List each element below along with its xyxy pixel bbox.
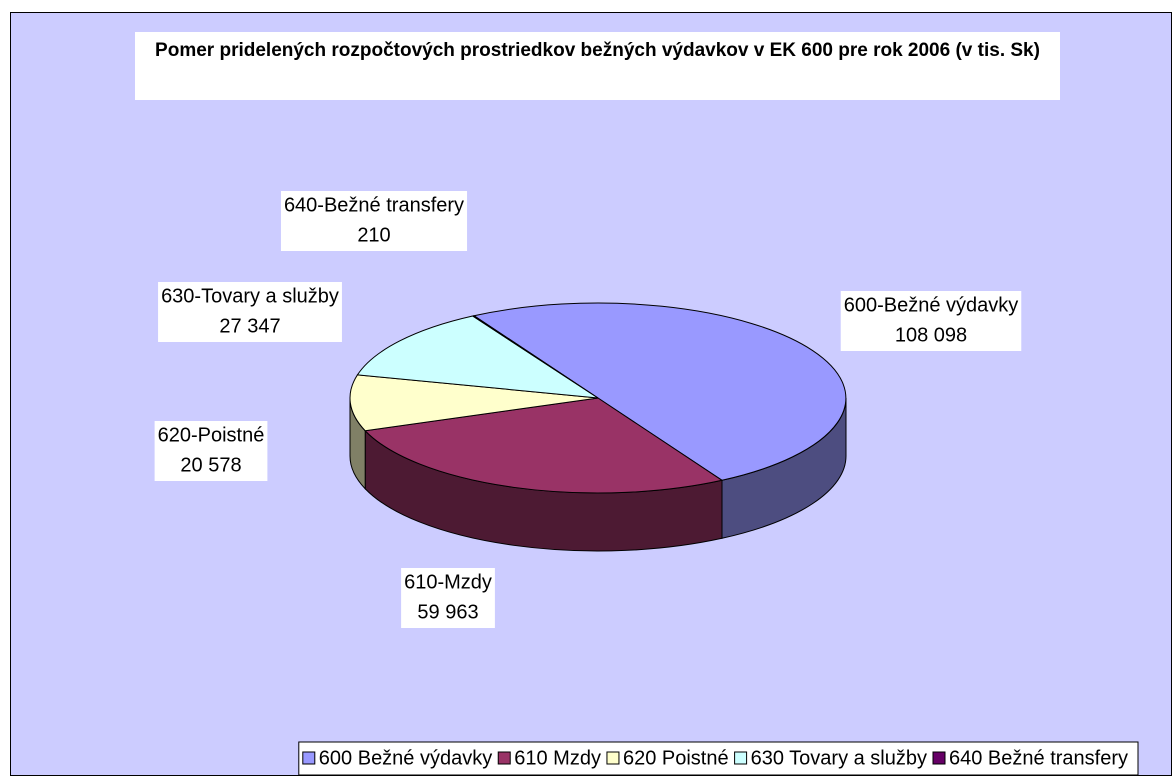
legend-swatch [734, 751, 748, 765]
slice [364, 397, 724, 494]
data-label-name: 610-Mzdy [404, 571, 492, 593]
legend-label: 630 Tovary a služby [751, 747, 927, 769]
legend-label: 610 Mzdy [514, 747, 601, 769]
data-label-box [158, 282, 342, 342]
data-label-name: 620-Poistné [158, 424, 265, 446]
legend-swatch [932, 751, 946, 765]
data-label-box [840, 291, 1022, 351]
data-label-box [401, 568, 495, 628]
data-label-value: 27 347 [219, 315, 280, 337]
data-label: 630-Tovary a služby 27 347 [158, 282, 342, 342]
legend: 600 Bežné výdavky 610 Mzdy 620 Poistné 630 … [298, 741, 1139, 776]
data-label-value: 108 098 [895, 324, 967, 346]
data-label-box [154, 421, 268, 481]
slice [471, 315, 599, 399]
data-label-value: 59 963 [417, 601, 478, 623]
data-label: 620-Poistné 20 578 [154, 421, 268, 481]
legend-box [298, 741, 1139, 776]
legend-swatch [606, 751, 620, 765]
data-label-value: 20 578 [180, 454, 241, 476]
data-label: 600-Bežné výdavky 108 098 [840, 291, 1022, 351]
data-label-value: 210 [357, 224, 390, 246]
data-label-name: 640-Bežné transfery [284, 194, 464, 216]
data-label: 640-Bežné transfery 210 [280, 191, 468, 251]
chart-title: Pomer pridelených rozpočtových prostried… [135, 32, 1060, 100]
slice [356, 315, 599, 399]
data-label-name: 600-Bežné výdavky [844, 294, 1019, 316]
slice [349, 374, 599, 432]
legend-label: 640 Bežné transfery [949, 747, 1128, 769]
legend-swatch [302, 751, 316, 765]
data-label: 610-Mzdy 59 963 [401, 568, 495, 628]
slice [472, 302, 846, 481]
data-label-name: 630-Tovary a služby [161, 285, 339, 307]
data-label-box [280, 191, 468, 251]
legend-label: 620 Poistné [623, 747, 729, 769]
legend-label: 600 Bežné výdavky [319, 747, 492, 769]
legend-swatch [497, 751, 511, 765]
